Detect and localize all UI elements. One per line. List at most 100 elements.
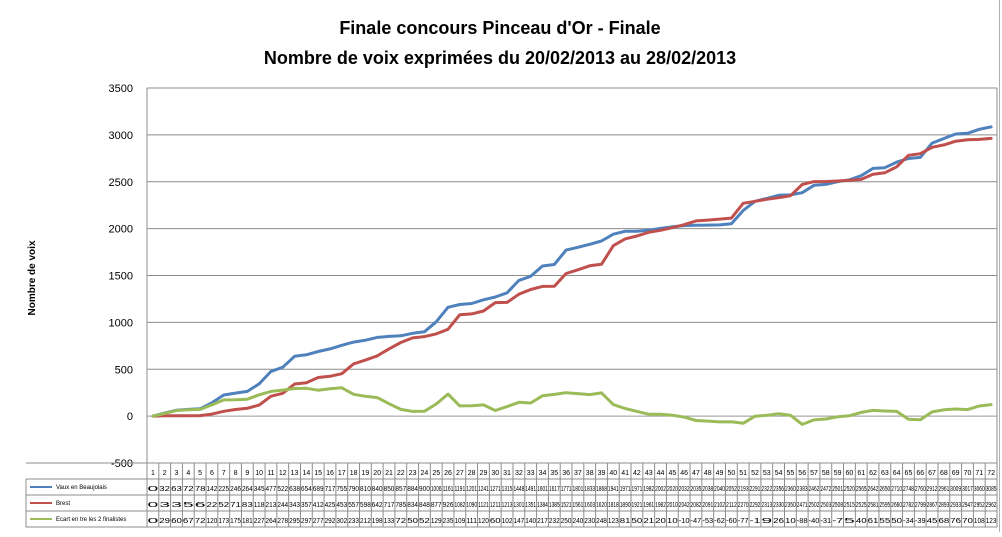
data-label: 2520 [844,486,855,493]
x-tick-label: 4 [186,470,190,477]
x-tick-label: 61 [857,470,865,477]
data-label: 877 [431,502,442,509]
x-tick-label: 38 [586,470,594,477]
data-label: 2642 [868,486,879,493]
data-label: 63 [171,486,182,493]
x-tick-label: 64 [893,470,901,477]
data-label: 2962 [986,502,997,509]
data-label: 72 [195,518,206,525]
data-label: 345 [254,486,265,493]
data-label: 20 [655,518,666,525]
x-tick-label: 28 [468,470,476,477]
data-label: -39 [915,518,926,525]
data-label: 10 [667,518,678,525]
x-tick-label: 18 [350,470,358,477]
x-tick-label: 59 [834,470,842,477]
data-label: -62 [714,518,725,525]
data-label: 785 [395,502,406,509]
x-tick-label: 21 [385,470,393,477]
x-tick-label: 62 [869,470,877,477]
data-label: 217 [537,518,548,525]
x-tick-label: 13 [291,470,299,477]
data-label: 5 [844,518,855,525]
y-tick-label: 1500 [109,271,133,283]
data-label: 2501 [832,486,843,493]
data-label: 2042 [679,502,690,509]
x-tick-label: 63 [881,470,889,477]
x-tick-label: 56 [798,470,806,477]
data-label: 248 [596,518,607,525]
x-tick-label: 54 [775,470,783,477]
x-tick-label: 31 [503,470,511,477]
data-label: 900 [419,486,430,493]
data-label: 1351 [525,502,536,509]
data-label: -10 [679,518,690,525]
data-label: 45 [927,518,938,525]
data-label: 2038 [702,486,713,493]
data-label: 60 [490,518,501,525]
data-label: 277 [313,518,324,525]
x-tick-label: 52 [751,470,759,477]
y-tick-label: 3500 [109,83,133,95]
data-label: 3085 [986,486,997,493]
x-tick-label: 15 [314,470,322,477]
data-label: 2471 [797,502,808,509]
x-tick-label: 41 [621,470,629,477]
data-label: 240 [573,518,584,525]
data-label: 133 [384,518,395,525]
x-tick-label: 46 [680,470,688,477]
data-label: 343 [289,502,300,509]
data-label: 21 [643,518,654,525]
data-label: 2952 [974,502,985,509]
data-label: 1271 [490,486,501,493]
data-label: 425 [325,502,336,509]
data-label: 2462 [809,486,820,493]
x-tick-label: 51 [739,470,747,477]
data-label: 1833 [584,486,595,493]
data-label: 50 [407,518,418,525]
data-label: 227 [254,518,265,525]
data-label: 2082 [691,502,702,509]
x-tick-label: 72 [987,470,995,477]
x-tick-label: 30 [491,470,499,477]
x-tick-label: 67 [928,470,936,477]
x-tick-label: 32 [515,470,523,477]
data-label: 118 [254,502,265,509]
x-tick-label: 37 [574,470,582,477]
data-label: 2010 [667,502,678,509]
data-label: 109 [454,518,465,525]
data-label: 2270 [738,502,749,509]
data-label: 810 [360,486,371,493]
data-label: 50 [891,518,902,525]
data-label: 123 [986,518,997,525]
data-label: 264 [266,518,277,525]
data-label: 72 [183,486,194,493]
data-label: 0 [148,502,159,509]
data-label: 1982 [643,486,654,493]
data-label: 1521 [561,502,572,509]
y-tick-label: 0 [127,411,133,423]
data-label: 72 [395,518,406,525]
data-label: 840 [372,486,383,493]
data-label: 926 [443,502,454,509]
data-label: 40 [856,518,867,525]
data-label: 477 [266,486,277,493]
data-label: 76 [950,518,961,525]
data-label: 1961 [643,502,654,509]
data-label: 2472 [820,486,831,493]
x-tick-label: 8 [234,470,238,477]
data-label: 5 [183,502,194,509]
data-label: 1818 [608,502,619,509]
data-label: 848 [419,502,430,509]
data-label: 2040 [714,486,725,493]
data-label: 689 [313,486,324,493]
data-label: 233 [348,518,359,525]
data-label: 1385 [549,502,560,509]
data-label: 1982 [655,502,666,509]
data-label: 3017 [962,486,973,493]
data-label: 10 [785,518,796,525]
data-label: 52 [419,518,430,525]
data-label: 213 [266,502,277,509]
data-label: 1868 [596,486,607,493]
